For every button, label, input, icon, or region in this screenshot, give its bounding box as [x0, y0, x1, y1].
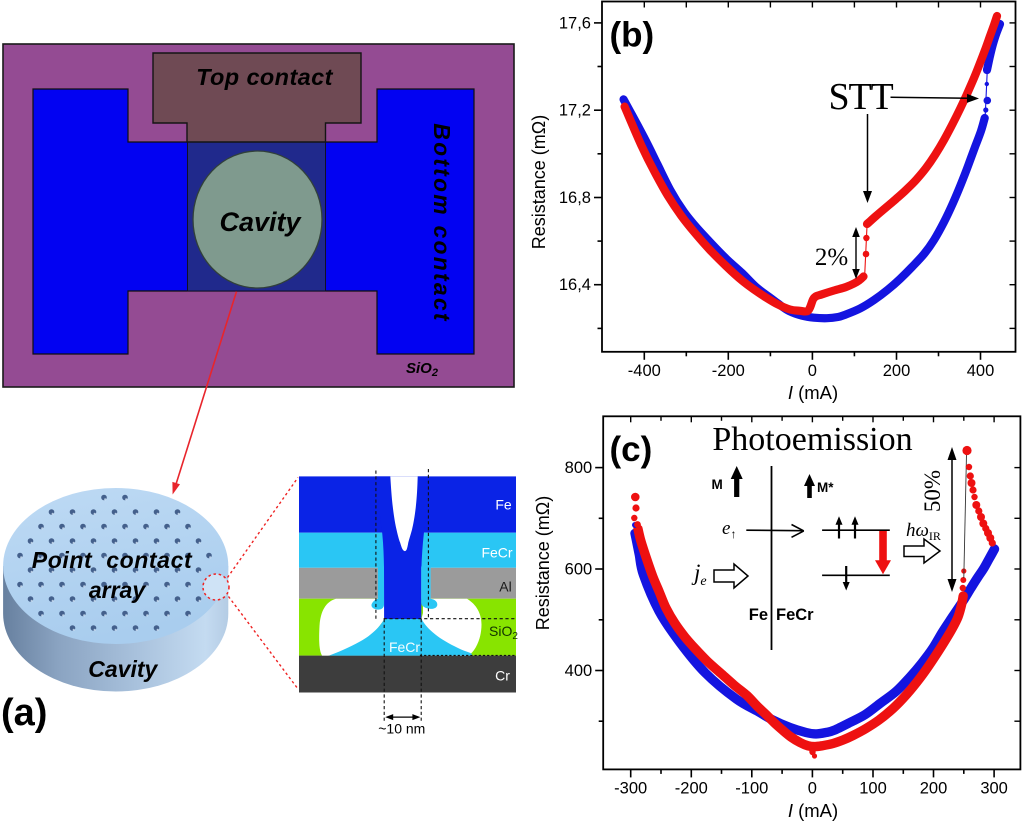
- svg-text:Cavity: Cavity: [219, 207, 302, 237]
- svg-text:2%: 2%: [815, 244, 848, 271]
- svg-text:Cr: Cr: [495, 668, 510, 684]
- svg-text:400: 400: [565, 662, 593, 680]
- svg-text:Point contact: Point contact: [32, 547, 193, 573]
- svg-text:M: M: [712, 477, 723, 492]
- svg-text:50%: 50%: [920, 470, 945, 512]
- svg-text:FeCr: FeCr: [776, 606, 814, 624]
- svg-text:Fe: Fe: [495, 497, 512, 513]
- svg-text:-200: -200: [712, 362, 745, 380]
- svg-text:I (mA): I (mA): [788, 382, 838, 403]
- svg-text:Photoemission: Photoemission: [712, 421, 912, 458]
- svg-text:Resistance (mΩ): Resistance (mΩ): [533, 496, 553, 630]
- svg-text:16,8: 16,8: [559, 189, 591, 207]
- svg-text:e↑: e↑: [722, 518, 736, 541]
- svg-text:SiO2: SiO2: [489, 623, 518, 642]
- svg-text:600: 600: [565, 561, 593, 579]
- svg-text:array: array: [89, 577, 146, 603]
- svg-text:I (mA): I (mA): [788, 800, 838, 821]
- svg-text:je: je: [691, 560, 707, 589]
- svg-text:FeCr: FeCr: [389, 639, 420, 655]
- svg-text:0: 0: [808, 779, 817, 797]
- svg-text:SiO2: SiO2: [406, 360, 438, 379]
- svg-text:STT: STT: [829, 76, 894, 118]
- svg-text:-400: -400: [628, 362, 661, 380]
- svg-text:17,6: 17,6: [559, 14, 591, 32]
- svg-text:0: 0: [808, 362, 817, 380]
- svg-text:Resistance (mΩ): Resistance (mΩ): [529, 115, 549, 249]
- svg-text:~10 nm: ~10 nm: [378, 721, 425, 737]
- svg-text:(b): (b): [610, 16, 655, 55]
- svg-text:FeCr: FeCr: [481, 545, 512, 561]
- svg-text:Cavity: Cavity: [88, 656, 158, 682]
- svg-text:16,4: 16,4: [559, 276, 591, 294]
- svg-text:-300: -300: [614, 779, 647, 797]
- svg-text:-200: -200: [675, 779, 708, 797]
- svg-text:100: 100: [859, 779, 887, 797]
- svg-text:Fe: Fe: [749, 606, 768, 624]
- svg-text:Al: Al: [499, 579, 511, 595]
- svg-text:M*: M*: [817, 480, 834, 495]
- svg-text:Top contact: Top contact: [196, 64, 333, 90]
- svg-text:200: 200: [883, 362, 911, 380]
- svg-text:400: 400: [967, 362, 995, 380]
- svg-text:(a): (a): [1, 692, 47, 734]
- svg-text:800: 800: [565, 459, 593, 477]
- svg-text:300: 300: [980, 779, 1008, 797]
- svg-text:Bottom contact: Bottom contact: [429, 123, 455, 322]
- svg-text:(c): (c): [610, 430, 653, 469]
- svg-text:-100: -100: [735, 779, 768, 797]
- svg-text:200: 200: [920, 779, 948, 797]
- svg-text:17,2: 17,2: [559, 102, 591, 120]
